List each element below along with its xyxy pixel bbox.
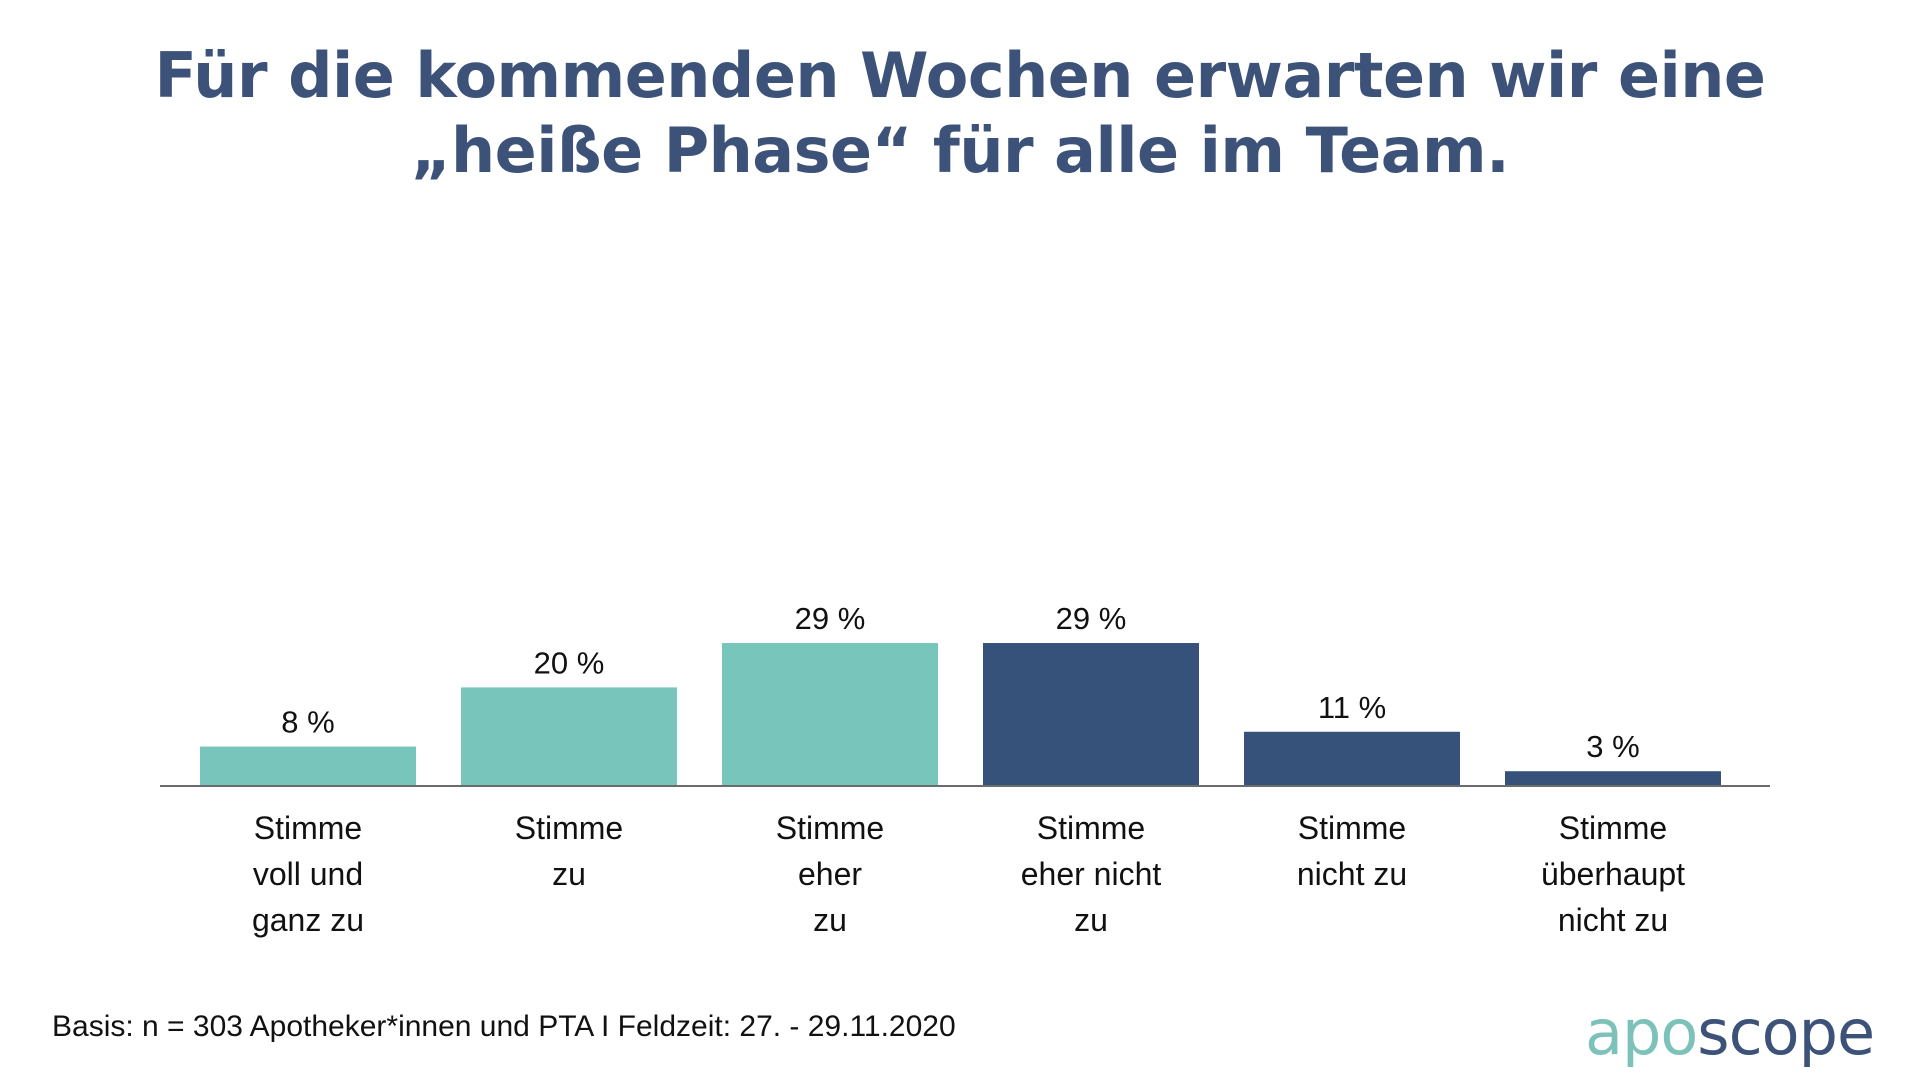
category-label-6-line-1: Stimme [1559,810,1667,846]
category-labels-group: Stimme voll und ganz zu Stimme zu Stimme eher z… [252,810,1685,938]
bar-2 [461,687,677,786]
category-label-3-line-3: zu [813,902,847,938]
bars-group [200,643,1721,786]
bar-3 [722,643,938,786]
category-label-5-line-2: nicht zu [1297,856,1407,892]
category-label-6-line-3: nicht zu [1558,902,1668,938]
category-label-1-line-1: Stimme [254,810,362,846]
logo-part-apo: apo [1585,996,1698,1069]
value-label-6: 3 % [1586,729,1639,764]
category-label-4-line-1: Stimme [1037,810,1145,846]
category-label-2-line-1: Stimme [515,810,623,846]
category-label-4-line-2: eher nicht [1021,856,1162,892]
aposcope-logo: aposcope [1585,996,1875,1069]
value-label-3: 29 % [795,601,866,636]
bar-chart: 8 % 20 % 29 % 29 % 11 % 3 % Stimme voll und gan… [160,601,1770,938]
category-label-5-line-1: Stimme [1298,810,1406,846]
category-label-3-line-2: eher [798,856,862,892]
title-line-1: Für die kommenden Wochen erwarten wir ei… [154,39,1766,112]
value-label-4: 29 % [1056,601,1127,636]
bar-4 [983,643,1199,786]
bar-6 [1505,771,1721,786]
category-label-1-line-3: ganz zu [252,902,364,938]
value-label-2: 20 % [534,645,605,680]
title-line-2: „heiße Phase“ für alle im Team. [410,114,1510,187]
category-label-6-line-2: überhaupt [1541,856,1685,892]
bar-5 [1244,731,1460,786]
bar-1 [200,746,416,786]
value-labels-group: 8 % 20 % 29 % 29 % 11 % 3 % [281,601,1639,764]
category-label-4-line-3: zu [1074,902,1108,938]
category-label-2-line-2: zu [552,856,586,892]
logo-part-scope: scope [1697,996,1875,1069]
value-label-5: 11 % [1318,690,1386,725]
footer-basis-note: Basis: n = 303 Apotheker*innen und PTA I… [52,1010,956,1043]
value-label-1: 8 % [281,705,334,740]
category-label-1-line-2: voll und [253,856,363,892]
category-label-3-line-1: Stimme [776,810,884,846]
chart-title: Für die kommenden Wochen erwarten wir ei… [0,38,1920,188]
